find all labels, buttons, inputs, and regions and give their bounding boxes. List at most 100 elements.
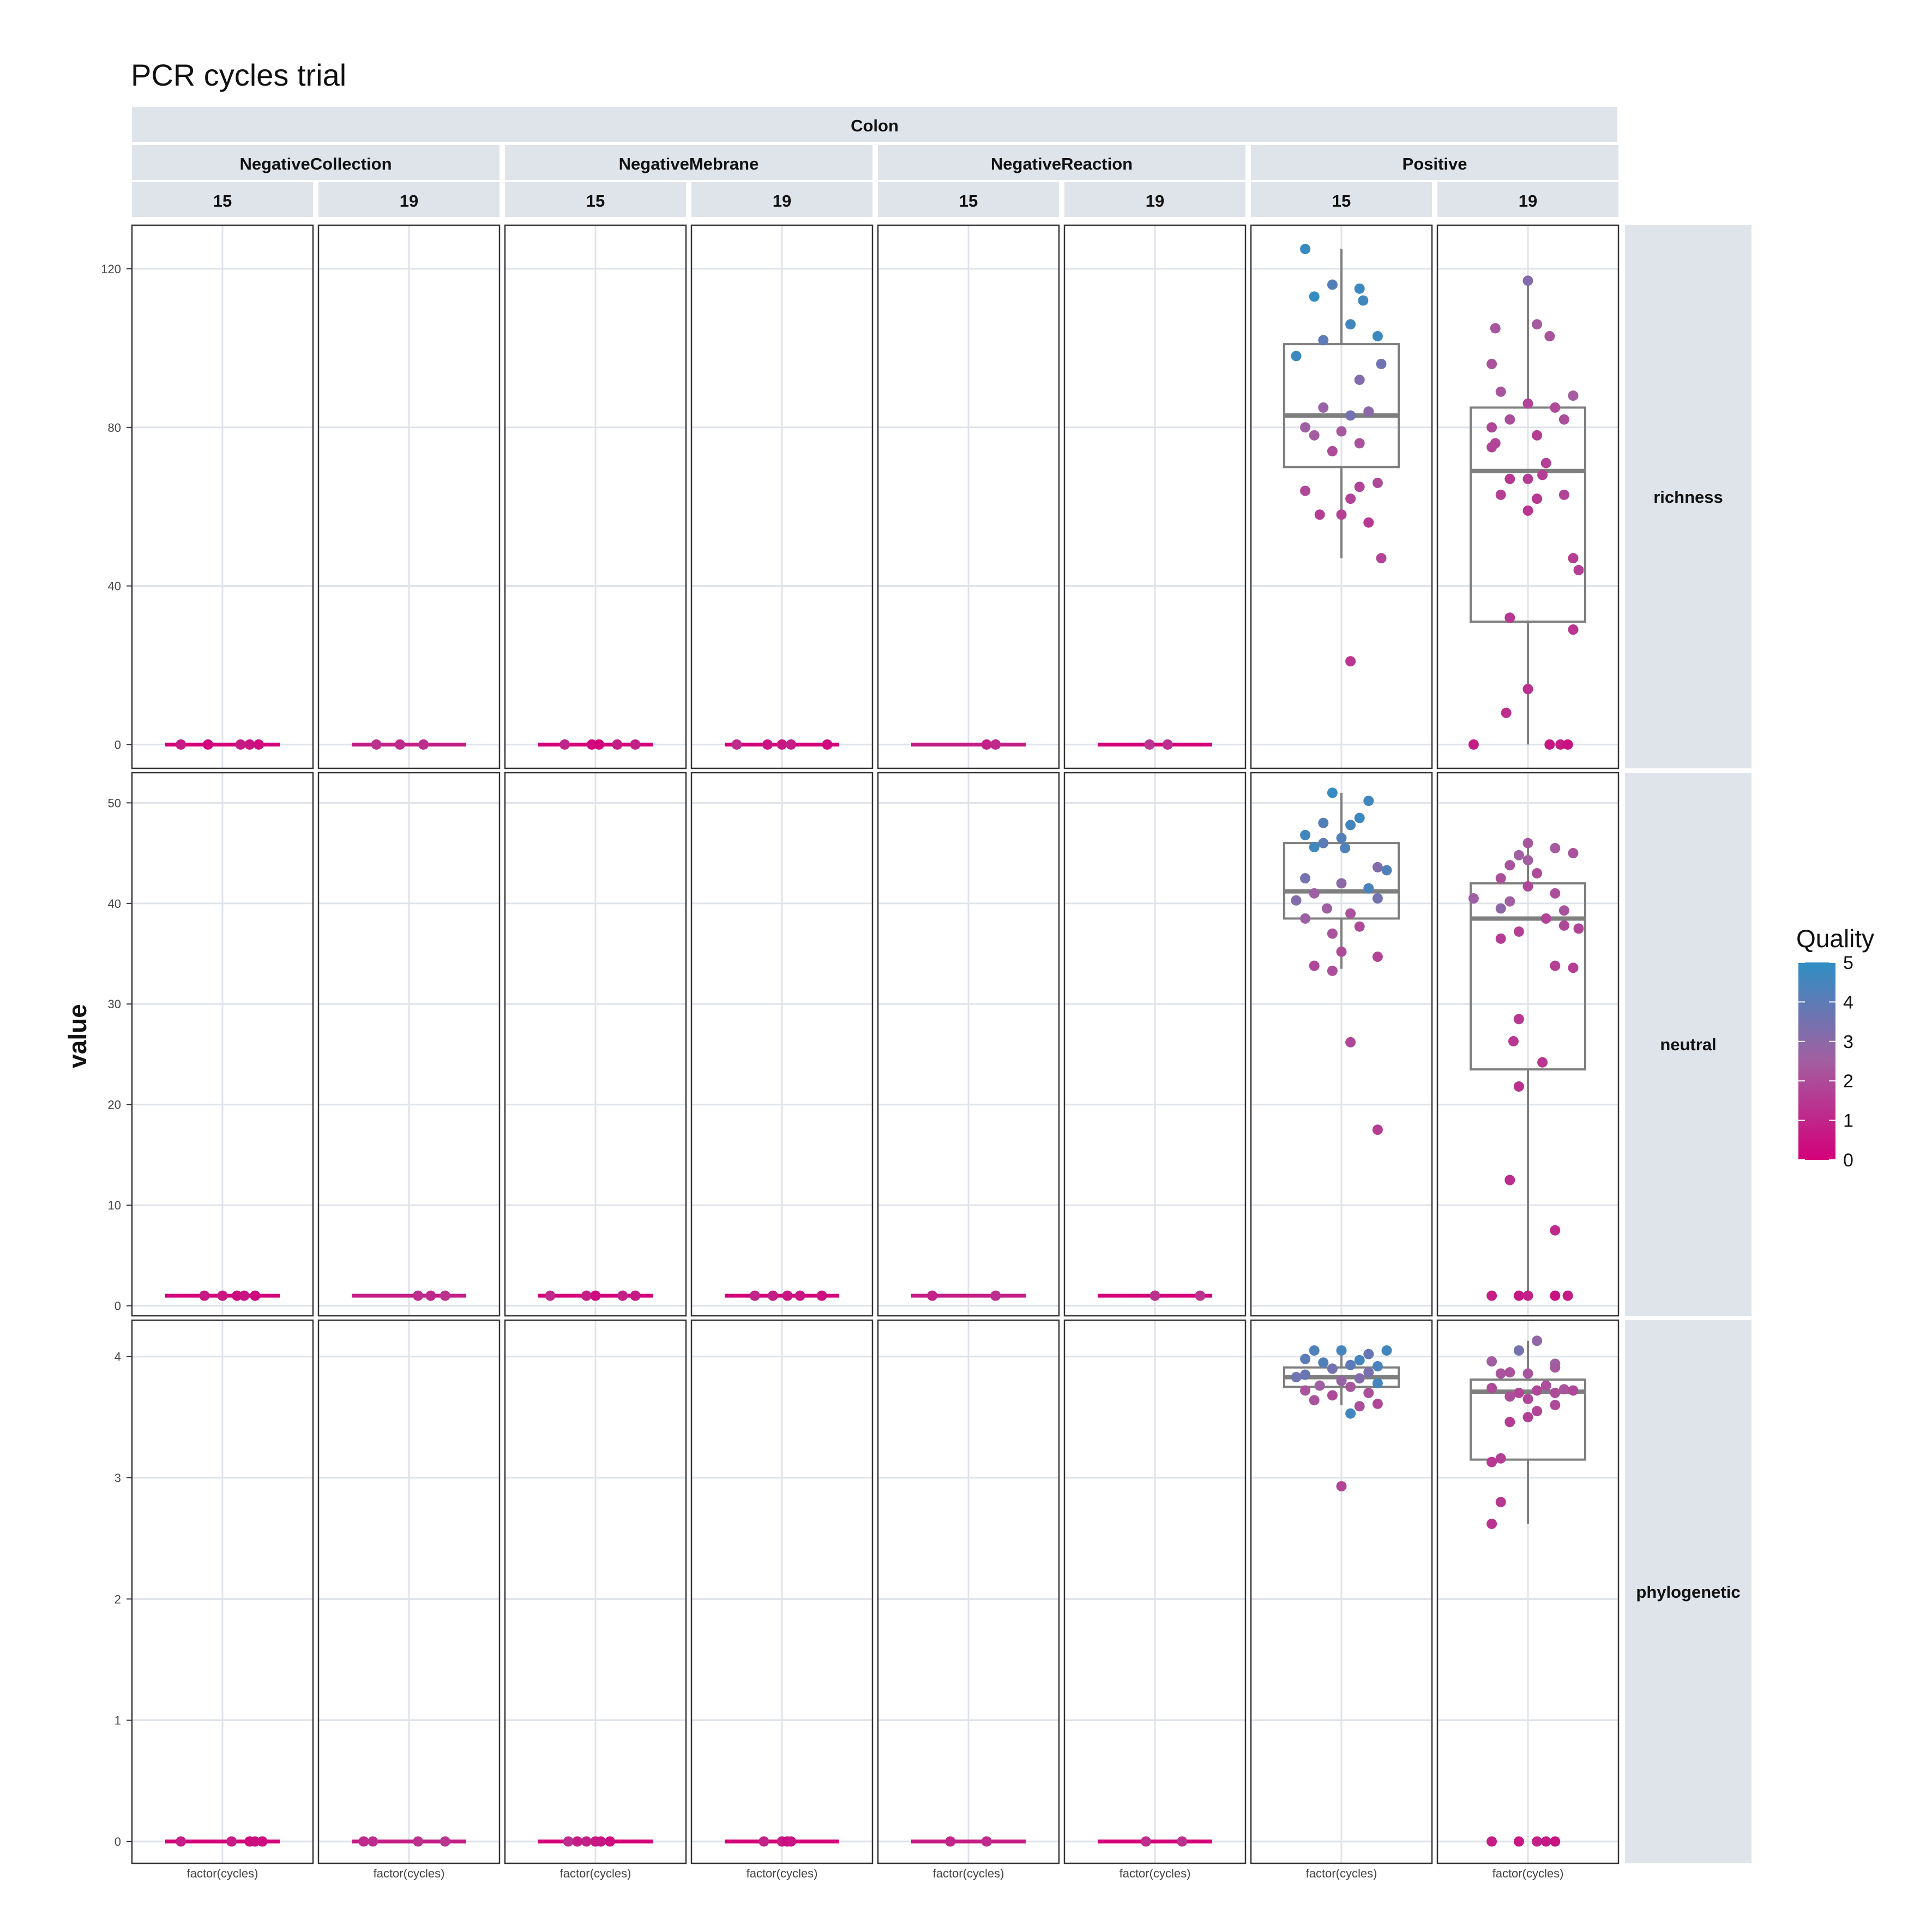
cycle-strip-label: 19 [773, 191, 791, 210]
data-point [1495, 903, 1506, 914]
data-point [1363, 517, 1374, 528]
data-point [1468, 739, 1479, 750]
data-point [1318, 838, 1329, 848]
data-point [413, 1290, 424, 1301]
data-point [1513, 1387, 1524, 1398]
y-tick-label: 40 [108, 897, 121, 911]
panel-border [131, 1319, 314, 1864]
data-point [1354, 1355, 1365, 1365]
data-point [1345, 1037, 1356, 1048]
panel-border [1436, 1319, 1620, 1864]
panel-neutral-positive-15 [1250, 772, 1433, 1317]
data-point [1291, 1371, 1302, 1382]
data-point [1345, 1381, 1356, 1392]
data-point [1504, 612, 1515, 623]
group-strip-label: NegativeCollection [239, 154, 392, 173]
y-tick-label: 0 [115, 1835, 121, 1849]
panel-border [504, 1319, 687, 1864]
data-point [1177, 1836, 1188, 1847]
data-point [1486, 1519, 1497, 1529]
data-point [1513, 1081, 1524, 1092]
data-point [1309, 960, 1320, 971]
data-point [1372, 1398, 1383, 1409]
legend-tick-label: 5 [1843, 953, 1853, 973]
data-point [425, 1290, 436, 1301]
group-strip-label: Positive [1403, 154, 1467, 173]
data-point [1300, 913, 1311, 924]
box [1470, 1378, 1586, 1461]
data-point [1336, 509, 1347, 520]
y-tick-label: 3 [115, 1471, 121, 1485]
data-point [1513, 1345, 1524, 1356]
panel-neutral-negativemebrane-15 [504, 772, 687, 1317]
panel-grid [131, 224, 1620, 1864]
data-point [199, 1290, 210, 1301]
data-point [1532, 1335, 1543, 1346]
data-point [257, 1836, 268, 1847]
cycle-strip [1251, 182, 1432, 217]
data-point [440, 1836, 450, 1847]
x-axis-label: factor(cycles) [187, 1867, 258, 1880]
y-tick-label: 40 [108, 580, 121, 593]
data-point [1354, 812, 1365, 823]
data-point [1537, 470, 1548, 480]
data-point [1144, 739, 1155, 750]
y-tick-label: 120 [101, 262, 121, 276]
data-point [981, 739, 992, 750]
panel-phylogenetic-negativereaction-15 [877, 1319, 1060, 1864]
data-point [1495, 1368, 1506, 1379]
data-point [605, 1836, 616, 1847]
data-point [749, 1290, 760, 1301]
data-point [1558, 414, 1569, 425]
data-point [1522, 1412, 1533, 1423]
metric-strip-phylogenetic [1625, 1320, 1752, 1863]
data-point [440, 1290, 450, 1301]
data-point [822, 739, 833, 750]
x-axis-label: factor(cycles) [1306, 1867, 1377, 1880]
data-point [1532, 493, 1543, 504]
data-point [1309, 430, 1320, 441]
y-tick-label: 50 [108, 796, 121, 810]
data-point [368, 1836, 378, 1847]
data-point [394, 739, 405, 750]
metric-strip-label: richness [1653, 487, 1723, 507]
data-point [371, 739, 382, 750]
group-strip-negativereaction [878, 145, 1245, 180]
data-point [1504, 473, 1515, 484]
data-point [239, 1290, 250, 1301]
data-point [1372, 893, 1383, 904]
data-point [1195, 1290, 1206, 1301]
data-point [1555, 739, 1566, 750]
data-point [1522, 505, 1533, 516]
data-point [1336, 946, 1347, 957]
box [1283, 343, 1400, 468]
data-point [1336, 426, 1347, 437]
data-point [1336, 833, 1347, 844]
data-point [1568, 962, 1579, 973]
data-point [1345, 656, 1356, 667]
data-point [1327, 1363, 1338, 1374]
data-point [572, 1836, 583, 1847]
data-point [1550, 1362, 1561, 1373]
data-point [1314, 1380, 1325, 1391]
group-strip-negativecollection [132, 145, 499, 180]
data-point [612, 739, 623, 750]
data-point [1381, 1345, 1392, 1356]
data-point [253, 739, 264, 750]
data-point [1513, 1290, 1524, 1301]
panel-border [690, 1319, 874, 1864]
data-point [777, 739, 787, 750]
data-point [1149, 1290, 1160, 1301]
data-point [1562, 1290, 1573, 1301]
data-point [762, 739, 773, 750]
top-strip-label: Colon [851, 116, 899, 135]
legend-tick-label: 3 [1843, 1032, 1853, 1052]
data-point [590, 1836, 601, 1847]
cycle-strip-label: 15 [213, 191, 232, 210]
data-point [1309, 841, 1320, 852]
legend-tick-label: 2 [1843, 1071, 1853, 1092]
legend-tick-label: 4 [1843, 992, 1853, 1013]
panel-neutral-negativemebrane-19 [690, 772, 874, 1317]
top-strip-colon: Colon [132, 107, 1617, 142]
data-point [795, 1290, 805, 1301]
